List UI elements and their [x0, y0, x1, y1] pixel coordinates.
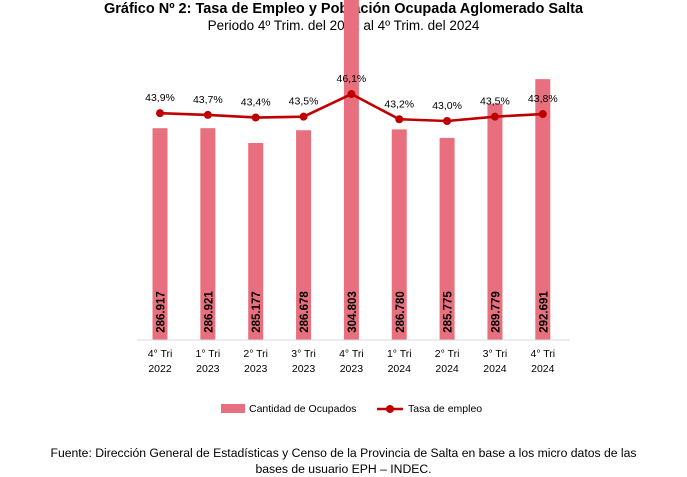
x-tick-label-year: 2023 — [340, 363, 364, 375]
bar-ocupados — [391, 129, 407, 340]
bar-ocupados — [152, 128, 168, 340]
line-value-label: 43,8% — [528, 93, 558, 105]
bar-value-label: 292.691 — [538, 291, 550, 333]
line-point — [395, 115, 404, 124]
bar-ocupados — [439, 137, 455, 340]
x-tick-label-year: 2023 — [244, 363, 268, 375]
bar-value-label: 285.775 — [443, 291, 455, 333]
bar-value-label: 304.803 — [347, 291, 359, 333]
bar-ocupados — [343, 0, 359, 340]
line-point — [299, 112, 308, 121]
line-value-label: 43,9% — [145, 92, 175, 104]
bar-value-label: 286.780 — [395, 291, 407, 333]
x-tick-label-period: 3° Tri — [291, 348, 316, 360]
x-tick-label-year: 2023 — [196, 363, 220, 375]
x-tick-label-year: 2024 — [483, 363, 507, 375]
line-value-label: 43,7% — [193, 94, 223, 106]
line-point — [203, 110, 212, 119]
line-value-label: 43,0% — [432, 100, 462, 112]
source-note: Fuente: Dirección General de Estadística… — [50, 446, 637, 476]
x-tick-label-year: 2024 — [435, 363, 459, 375]
bar-ocupados — [296, 130, 312, 340]
line-point — [490, 112, 499, 121]
chart-subtitle: Periodo 4º Trim. del 2022 al 4º Trim. de… — [207, 18, 480, 33]
bar-ocupados — [535, 79, 551, 341]
bar-value-label: 289.779 — [490, 291, 502, 333]
x-tick-label-period: 3° Tri — [483, 348, 508, 360]
bar-value-label: 286.678 — [299, 291, 311, 333]
legend-swatch-marker — [386, 405, 394, 413]
line-point — [443, 117, 452, 125]
line-value-label: 43,5% — [480, 96, 510, 108]
x-tick-label-period: 4° Tri — [530, 348, 555, 360]
line-value-label: 43,5% — [289, 96, 319, 108]
line-point — [156, 109, 164, 118]
legend-swatch-bar — [221, 404, 245, 413]
x-tick-label-year: 2022 — [148, 363, 172, 375]
line-point — [538, 110, 547, 119]
bar-ocupados — [200, 128, 216, 340]
line-value-label: 46,1% — [337, 73, 367, 85]
x-tick-label-period: 4° Tri — [148, 348, 173, 360]
x-tick-label-period: 1° Tri — [387, 348, 412, 360]
line-value-label: 43,4% — [241, 97, 271, 109]
legend-label-bar: Cantidad de Ocupados — [249, 403, 356, 415]
bar-value-label: 286.921 — [203, 291, 215, 333]
x-tick-label-period: 2° Tri — [435, 348, 460, 360]
line-point — [347, 90, 356, 99]
bar-value-label: 286.917 — [156, 291, 168, 333]
bar-ocupados — [248, 142, 264, 340]
x-tick-label-year: 2024 — [531, 363, 555, 375]
x-tick-label-year: 2024 — [388, 363, 412, 375]
x-tick-label-period: 2° Tri — [243, 348, 268, 360]
x-tick-label-period: 4° Tri — [339, 348, 364, 360]
chart-title: Gráfico Nº 2: Tasa de Empleo y Población… — [103, 1, 584, 17]
x-tick-label-period: 1° Tri — [196, 348, 221, 360]
bar-value-label: 285.177 — [251, 291, 263, 333]
line-value-label: 43,2% — [384, 98, 414, 110]
bar-ocupados — [487, 103, 503, 340]
x-tick-label-year: 2023 — [292, 363, 316, 375]
legend-label-line: Tasa de empleo — [408, 403, 482, 415]
line-point — [251, 113, 260, 122]
